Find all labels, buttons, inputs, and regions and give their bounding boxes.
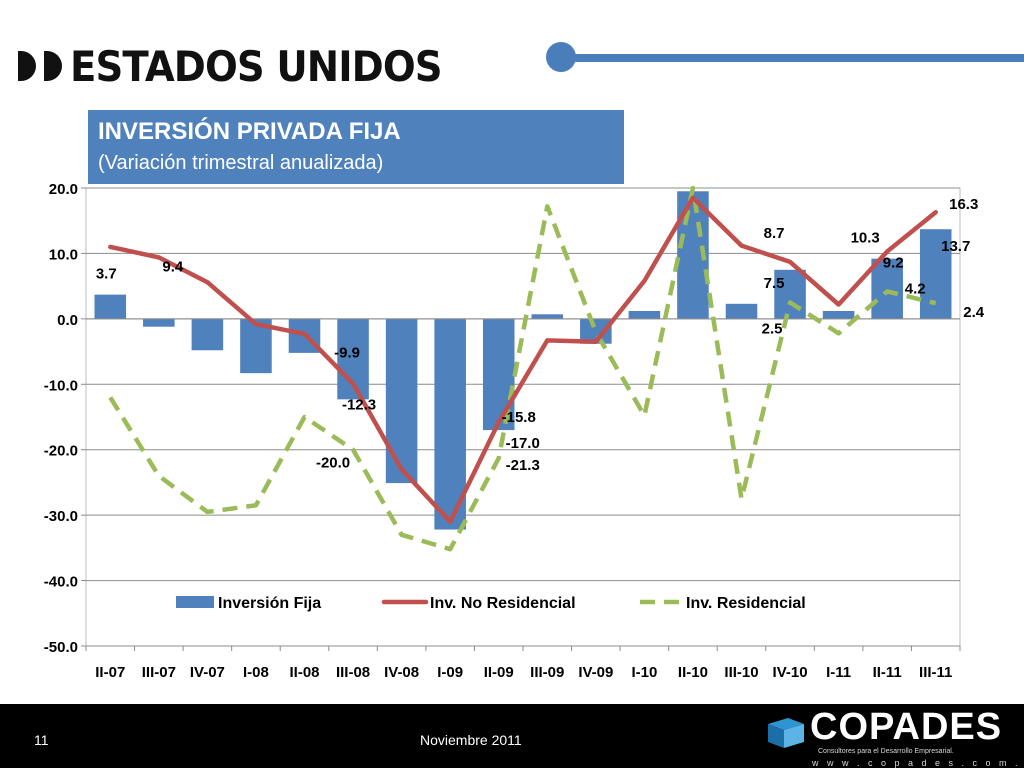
title-bullets bbox=[18, 51, 62, 81]
x-tick-label: III-11 bbox=[919, 664, 952, 681]
bar bbox=[871, 258, 903, 319]
bar bbox=[191, 318, 224, 351]
non-residential-line bbox=[108, 195, 938, 524]
bar bbox=[725, 303, 758, 319]
x-tick-label: I-11 bbox=[826, 664, 851, 681]
x-tick-label: IV-10 bbox=[773, 664, 808, 681]
x-tick-label: III-08 bbox=[336, 664, 370, 681]
data-label: 8.7 bbox=[764, 225, 785, 242]
x-tick-label: IV-07 bbox=[190, 664, 225, 681]
footer-date: Noviembre 2011 bbox=[420, 732, 522, 748]
bar bbox=[94, 294, 127, 319]
data-label: 2.4 bbox=[963, 304, 985, 321]
bar bbox=[434, 318, 466, 530]
bar bbox=[628, 311, 661, 319]
legend-label: Inv. Residencial bbox=[686, 595, 806, 612]
decorative-dot bbox=[546, 42, 576, 72]
bar bbox=[774, 269, 806, 319]
x-tick-label: III-10 bbox=[724, 664, 758, 681]
bar bbox=[531, 314, 564, 319]
x-tick-label: III-07 bbox=[142, 664, 176, 681]
x-tick-label: III-09 bbox=[530, 664, 564, 681]
data-label: -21.3 bbox=[506, 457, 540, 474]
x-tick-label: II-10 bbox=[678, 664, 708, 681]
y-tick-label: -50.0 bbox=[44, 639, 78, 656]
data-label: 7.5 bbox=[764, 275, 785, 292]
y-tick-label: 0.0 bbox=[57, 312, 78, 329]
legend-swatch-bars bbox=[176, 596, 214, 608]
slide-title: ESTADOS UNIDOS bbox=[18, 38, 474, 94]
chart-title: INVERSIÓN PRIVADA FIJA bbox=[98, 118, 401, 145]
logo-url: w w w . c o p a d e s . c o m . s v bbox=[812, 758, 1024, 768]
data-label: 4.2 bbox=[905, 280, 926, 297]
x-tick-label: II-08 bbox=[289, 664, 319, 681]
bullet-icon bbox=[44, 51, 62, 81]
x-tick-label: II-11 bbox=[873, 664, 902, 681]
logo-tagline: Consultores para el Desarrollo Empresari… bbox=[818, 748, 954, 755]
bar bbox=[143, 318, 175, 327]
x-tick-label: II-07 bbox=[95, 664, 125, 681]
investment-chart: 20.0 10.0 0.0 -10.0 -20.0 -30.0 -40.0 -50.0 II-0… bbox=[44, 181, 985, 681]
y-tick-label: -10.0 bbox=[44, 377, 78, 394]
page-number: 11 bbox=[34, 732, 49, 748]
x-tick-label: I-09 bbox=[437, 664, 463, 681]
x-tick-label: I-10 bbox=[631, 664, 657, 681]
y-tick-label: 20.0 bbox=[49, 181, 78, 198]
data-label: -17.0 bbox=[506, 435, 540, 452]
logo-name: COPADES bbox=[810, 706, 1003, 748]
y-tick-label: 10.0 bbox=[49, 246, 78, 263]
data-label: -15.8 bbox=[502, 409, 536, 426]
data-label: -9.9 bbox=[334, 345, 360, 362]
residential-line bbox=[108, 185, 937, 552]
bar bbox=[919, 229, 952, 319]
bar bbox=[822, 311, 855, 319]
copades-logo: COPADES Consultores para el Desarrollo E… bbox=[752, 704, 1024, 768]
footer: 11 Noviembre 2011 COPADES Consultores pa… bbox=[0, 704, 1024, 768]
decorative-line bbox=[560, 54, 1024, 62]
chart-subtitle: (Variación trimestral anualizada) bbox=[98, 152, 384, 174]
y-tick-label: -40.0 bbox=[44, 574, 78, 591]
data-label: 16.3 bbox=[949, 196, 978, 213]
x-tick-label: I-08 bbox=[243, 664, 269, 681]
x-tick-label: II-09 bbox=[484, 664, 514, 681]
bullet-icon bbox=[18, 51, 36, 81]
data-label: 2.5 bbox=[762, 321, 783, 338]
data-label: -20.0 bbox=[316, 455, 350, 472]
bar bbox=[385, 318, 418, 484]
data-label: 3.7 bbox=[96, 266, 117, 283]
slide-title-text: ESTADOS UNIDOS bbox=[70, 41, 443, 91]
y-tick-label: -30.0 bbox=[44, 508, 78, 525]
data-label: 9.4 bbox=[162, 258, 184, 275]
y-tick-label: -20.0 bbox=[44, 443, 78, 460]
plot-area bbox=[85, 187, 961, 647]
x-tick-label: IV-08 bbox=[384, 664, 419, 681]
data-label: 10.3 bbox=[851, 229, 880, 246]
chart-title-box: INVERSIÓN PRIVADA FIJA (Variación trimes… bbox=[88, 110, 624, 184]
x-tick-label: IV-09 bbox=[578, 664, 613, 681]
data-label: 13.7 bbox=[941, 238, 970, 255]
legend-label: Inv. No Residencial bbox=[430, 595, 576, 612]
logo-mark-icon bbox=[768, 718, 804, 748]
data-label: 9.2 bbox=[883, 255, 904, 272]
legend-label: Inversión Fija bbox=[218, 595, 321, 612]
data-label: -12.3 bbox=[342, 396, 376, 413]
